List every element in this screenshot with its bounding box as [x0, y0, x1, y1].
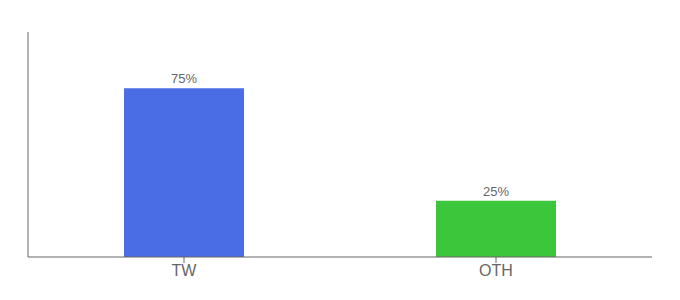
svg-text:OTH: OTH — [479, 262, 513, 279]
svg-text:25%: 25% — [483, 184, 509, 199]
svg-text:75%: 75% — [171, 71, 197, 86]
svg-text:TW: TW — [172, 262, 198, 279]
